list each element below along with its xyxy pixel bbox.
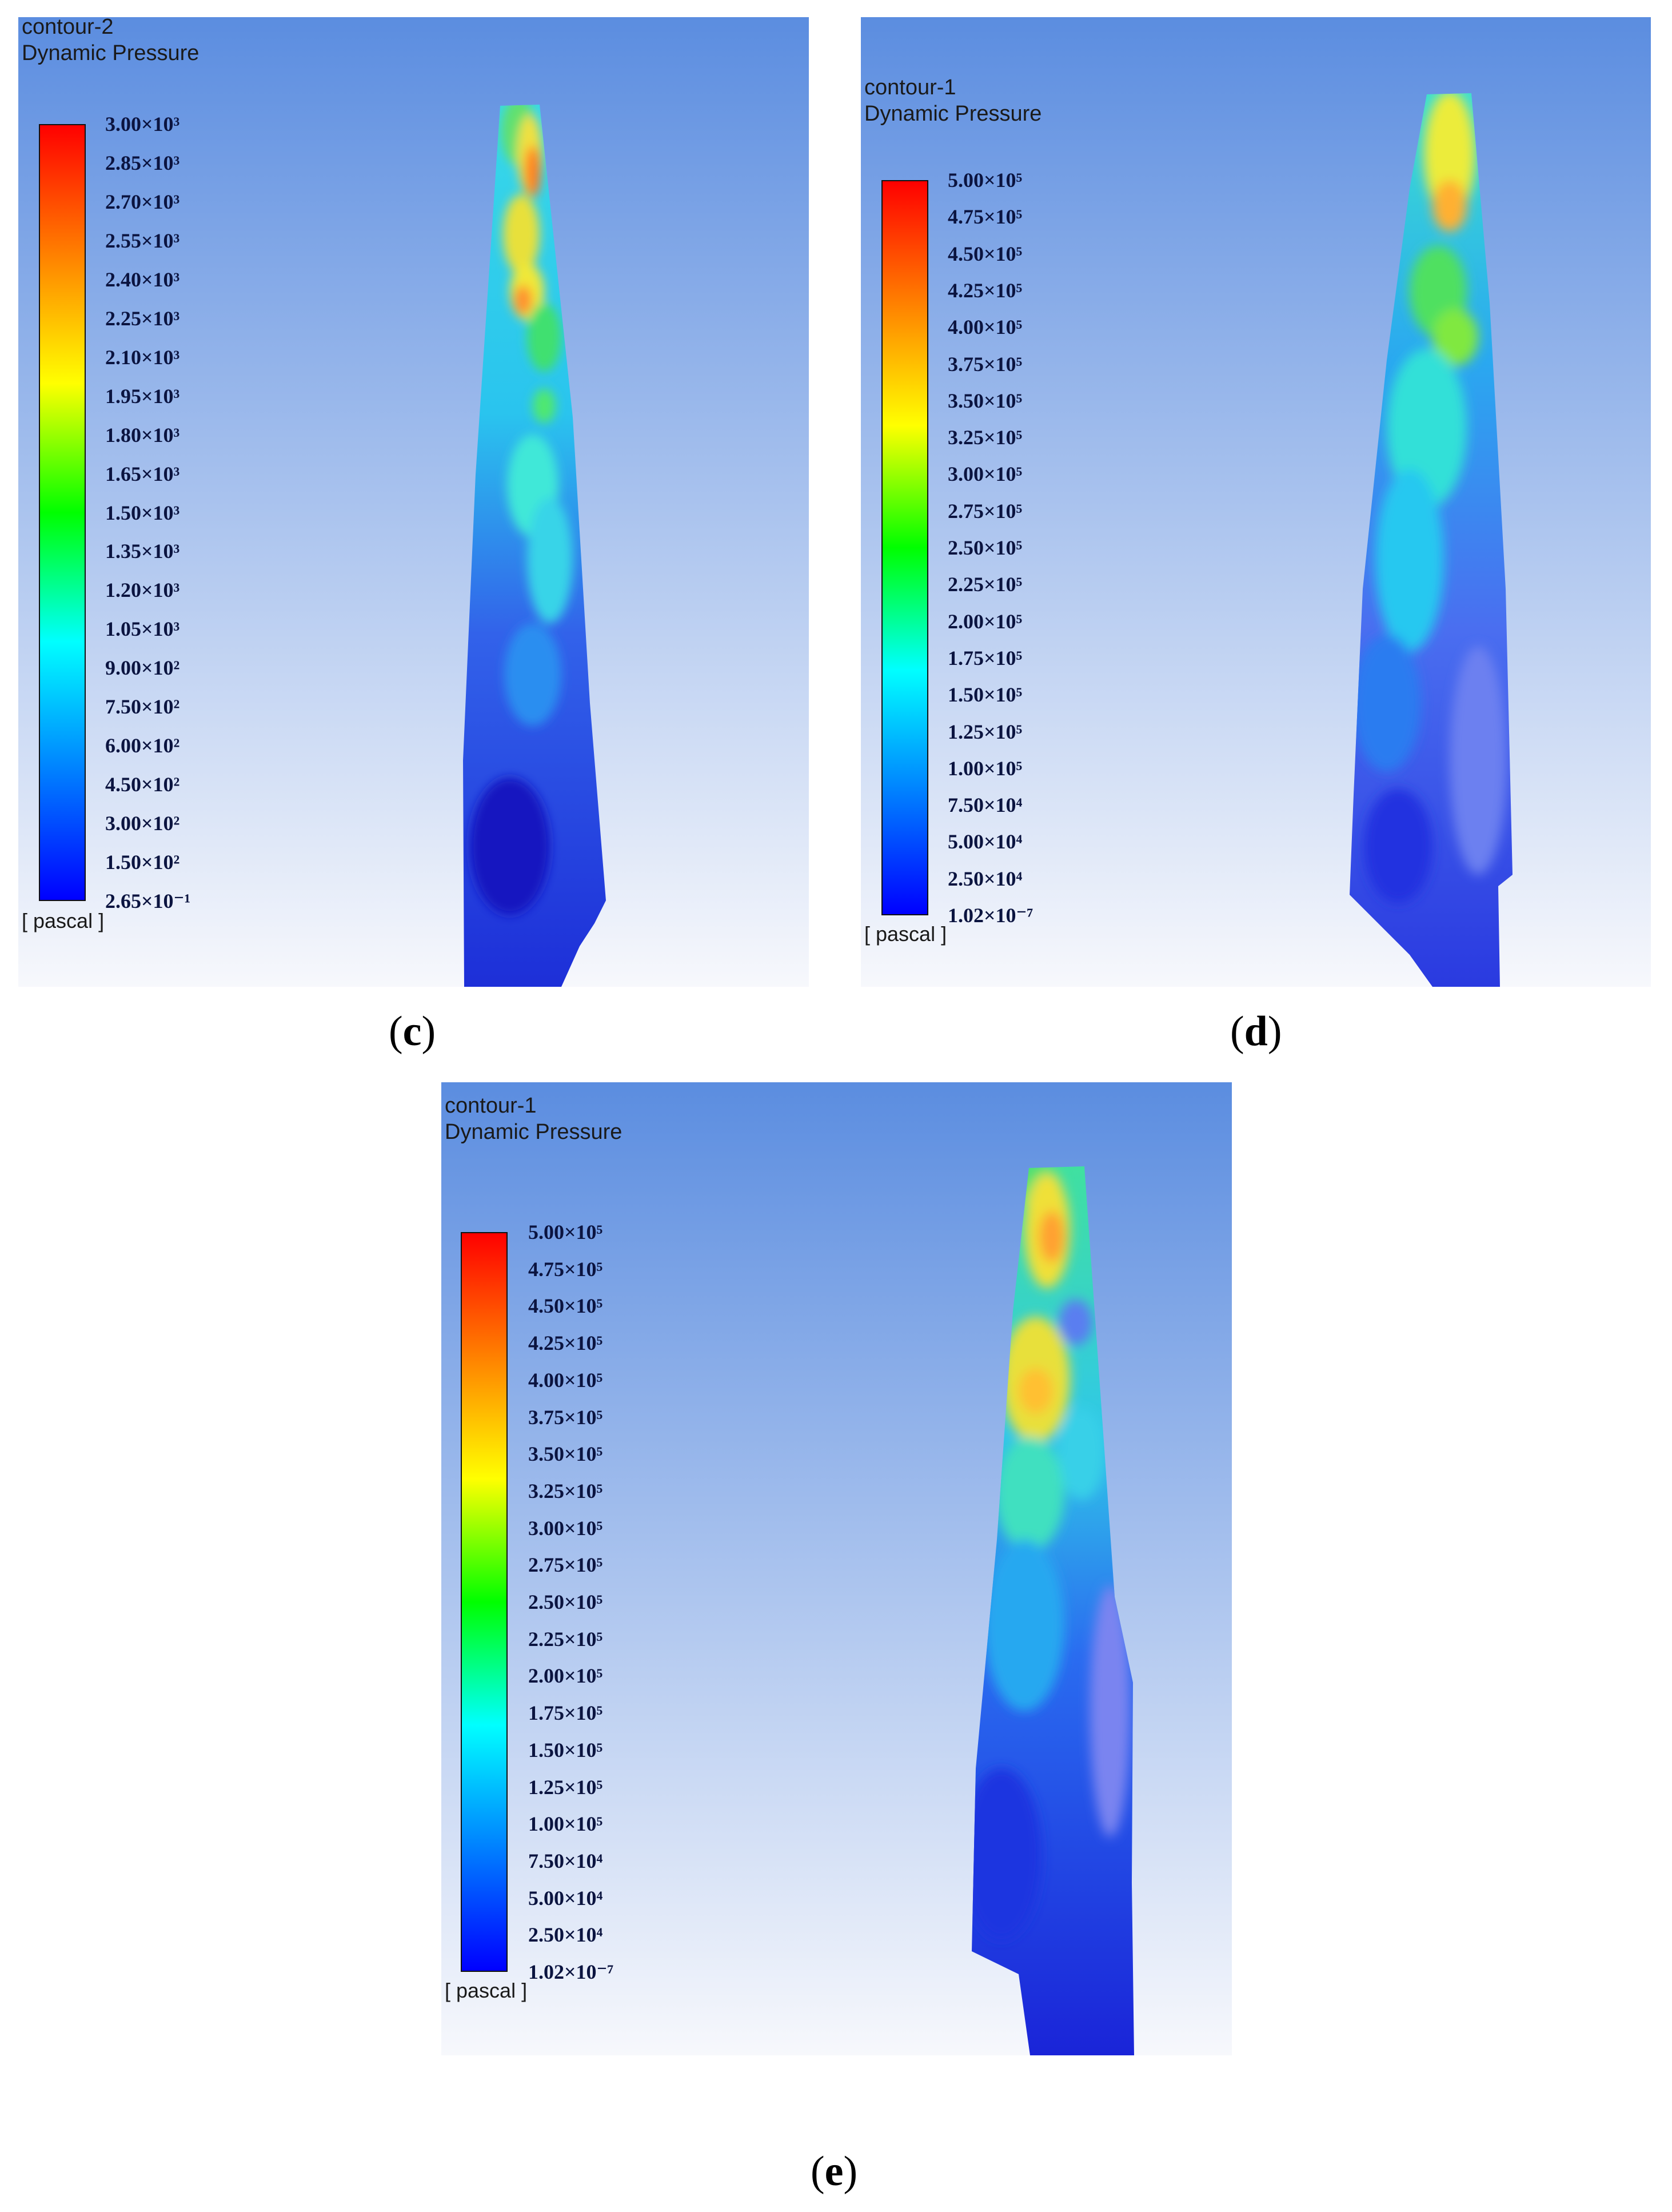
- contour-panel-d: contour-1 Dynamic Pressure 5.00×10⁵ 4.75×…: [861, 17, 1651, 987]
- colorbar-tick-label: 7.50×10⁴: [528, 1849, 603, 1872]
- colorbar-tick-label: 1.00×10⁵: [948, 756, 1023, 780]
- colorbar-tick-label: 1.25×10⁵: [528, 1775, 603, 1799]
- colorbar-tick-label: 3.75×10⁵: [948, 352, 1023, 376]
- blade-render-e: [441, 1082, 1232, 2055]
- colorbar-tick-label: 2.40×10³: [105, 268, 180, 291]
- colorbar-tick-label: 4.50×10²: [105, 773, 180, 796]
- colorbar-tick-label: 2.00×10⁵: [948, 609, 1023, 633]
- contour-name: contour-2: [22, 17, 114, 39]
- unit-label: [ pascal ]: [864, 922, 947, 946]
- colorbar-tick-label: 1.20×10³: [105, 579, 180, 602]
- colorbar-tick-labels: 5.00×10⁵ 4.75×10⁵ 4.50×10⁵ 4.25×10⁵ 4.00×10⁵…: [528, 1221, 700, 1983]
- caption-c: (c): [389, 1008, 436, 1055]
- colorbar-tick-labels: 3.00×10³ 2.85×10³ 2.70×10³ 2.55×10³ 2.40×10³…: [105, 113, 277, 912]
- colorbar-tick-label: 1.35×10³: [105, 540, 180, 563]
- unit-label: [ pascal ]: [445, 1979, 528, 2002]
- colorbar-tick-label: 2.25×10⁵: [528, 1627, 603, 1651]
- colorbar-tick-label: 1.02×10⁻⁷: [948, 904, 1033, 927]
- blade-render-c: [18, 17, 809, 987]
- colorbar: [461, 1232, 508, 1972]
- contour-name: contour-1: [445, 1094, 537, 1118]
- colorbar-tick-label: 4.75×10⁵: [528, 1257, 603, 1281]
- colorbar-tick-label: 2.50×10⁴: [948, 867, 1023, 890]
- colorbar-tick-label: 1.80×10³: [105, 423, 180, 447]
- colorbar: [881, 180, 928, 915]
- colorbar-tick-label: 2.00×10⁵: [528, 1664, 603, 1688]
- colorbar-tick-label: 3.00×10⁵: [948, 463, 1023, 486]
- colorbar-tick-label: 2.55×10³: [105, 229, 180, 252]
- contour-panel-e: contour-1 Dynamic Pressure 5.00×10⁵ 4.75×…: [441, 1082, 1232, 2055]
- colorbar-tick-label: 1.50×10³: [105, 501, 180, 524]
- colorbar-tick-label: 4.25×10⁵: [948, 278, 1023, 302]
- colorbar-tick-label: 9.00×10²: [105, 656, 180, 680]
- contour-name: contour-1: [864, 75, 956, 99]
- colorbar-tick-label: 3.25×10⁵: [528, 1479, 603, 1502]
- colorbar-tick-label: 2.50×10⁴: [528, 1923, 603, 1947]
- colorbar-tick-label: 4.00×10⁵: [528, 1368, 603, 1392]
- colorbar-tick-label: 1.95×10³: [105, 384, 180, 408]
- colorbar: [39, 124, 86, 901]
- colorbar-tick-label: 1.75×10⁵: [528, 1701, 603, 1725]
- colorbar-tick-label: 1.00×10⁵: [528, 1812, 603, 1836]
- colorbar-tick-label: 7.50×10⁴: [948, 794, 1023, 817]
- colorbar-tick-label: 1.50×10⁵: [948, 683, 1023, 707]
- colorbar-tick-label: 1.75×10⁵: [948, 646, 1023, 669]
- colorbar-tick-label: 3.00×10⁵: [528, 1516, 603, 1540]
- colorbar-tick-label: 4.00×10⁵: [948, 316, 1023, 339]
- colorbar-tick-label: 3.25×10⁵: [948, 426, 1023, 449]
- colorbar-tick-label: 1.02×10⁻⁷: [528, 1960, 614, 1983]
- colorbar-tick-label: 3.50×10⁵: [528, 1442, 603, 1466]
- variable-name: Dynamic Pressure: [445, 1120, 622, 1144]
- colorbar-tick-label: 2.25×10⁵: [948, 573, 1023, 596]
- colorbar-tick-label: 2.85×10³: [105, 151, 180, 174]
- contour-panel-c: contour-2 Dynamic Pressure 3.00×10³ 2.85×…: [18, 17, 809, 987]
- colorbar-tick-label: 5.00×10⁵: [948, 169, 1023, 192]
- colorbar-tick-label: 2.10×10³: [105, 345, 180, 369]
- unit-label: [ pascal ]: [22, 909, 105, 932]
- colorbar-tick-label: 1.50×10⁵: [528, 1738, 603, 1761]
- colorbar-tick-label: 1.50×10²: [105, 851, 180, 874]
- colorbar-tick-label: 7.50×10²: [105, 695, 180, 719]
- colorbar-tick-label: 3.75×10⁵: [528, 1405, 603, 1429]
- colorbar-tick-label: 2.25×10³: [105, 306, 180, 330]
- colorbar-tick-label: 2.50×10⁵: [528, 1591, 603, 1613]
- caption-d: (d): [1230, 1008, 1282, 1055]
- colorbar-tick-label: 4.75×10⁵: [948, 205, 1023, 229]
- caption-e: (e): [811, 2148, 858, 2195]
- colorbar-tick-label: 3.00×10³: [105, 113, 180, 135]
- colorbar-tick-label: 5.00×10⁴: [528, 1886, 603, 1910]
- colorbar-tick-label: 3.50×10⁵: [948, 389, 1023, 412]
- colorbar-tick-label: 4.50×10⁵: [948, 242, 1023, 265]
- variable-name: Dynamic Pressure: [22, 41, 199, 65]
- colorbar-tick-label: 1.65×10³: [105, 462, 180, 485]
- variable-name: Dynamic Pressure: [864, 102, 1042, 126]
- colorbar-tick-label: 6.00×10²: [105, 734, 180, 758]
- colorbar-tick-label: 1.25×10⁵: [948, 720, 1023, 743]
- colorbar-tick-label: 2.70×10³: [105, 190, 180, 213]
- colorbar-tick-label: 5.00×10⁵: [528, 1221, 603, 1243]
- colorbar-tick-label: 2.75×10⁵: [948, 499, 1023, 523]
- colorbar-tick-label: 2.65×10⁻¹: [105, 890, 191, 912]
- colorbar-tick-label: 2.75×10⁵: [528, 1553, 603, 1577]
- colorbar-tick-label: 1.05×10³: [105, 617, 180, 641]
- colorbar-tick-label: 4.25×10⁵: [528, 1332, 603, 1355]
- colorbar-tick-label: 5.00×10⁴: [948, 830, 1023, 854]
- colorbar-tick-labels: 5.00×10⁵ 4.75×10⁵ 4.50×10⁵ 4.25×10⁵ 4.00×10⁵…: [948, 169, 1119, 927]
- colorbar-tick-label: 3.00×10²: [105, 812, 180, 835]
- colorbar-tick-label: 4.50×10⁵: [528, 1294, 603, 1318]
- colorbar-tick-label: 2.50×10⁵: [948, 536, 1023, 559]
- blade-render-d: [861, 17, 1651, 987]
